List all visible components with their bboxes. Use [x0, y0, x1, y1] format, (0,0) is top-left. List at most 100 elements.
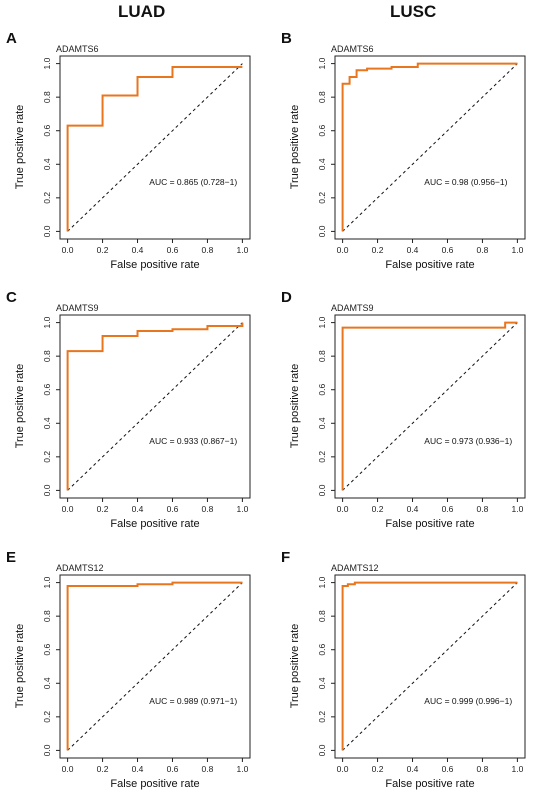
auc-annotation: AUC = 0.98 (0.956−1) — [424, 176, 508, 187]
y-tick-label: 0.0 — [42, 225, 52, 237]
y-axis-label: True positive rate — [14, 623, 26, 708]
x-axis-label: False positive rate — [385, 518, 475, 530]
y-tick-label: 1.0 — [317, 57, 327, 69]
x-tick-label: 0.8 — [477, 245, 489, 255]
y-tick-label: 0.2 — [317, 711, 327, 723]
x-tick-label: 0.0 — [62, 504, 74, 514]
x-axis-label: False positive rate — [385, 259, 475, 271]
roc-panel-c: 0.0 0.2 0.4 0.6 0.8 1.0 0.0 0.2 0.4 0.6 0.8 1.0 C ADA… — [0, 273, 275, 532]
plot-frame — [59, 314, 251, 499]
y-tick-label: 1.0 — [317, 316, 327, 328]
roc-panel-f: 0.0 0.2 0.4 0.6 0.8 1.0 0.0 0.2 0.4 0.6 0.8 1.0 F ADA… — [275, 533, 550, 792]
y-tick-label: 0.8 — [42, 350, 52, 362]
roc-chart-svg: 0.0 0.2 0.4 0.6 0.8 1.0 0.0 0.2 0.4 0.6 0.8 1.0 — [42, 314, 251, 514]
x-tick-label: 0.4 — [407, 504, 419, 514]
x-tick-label: 1.0 — [236, 504, 248, 514]
x-tick-label: 0.0 — [337, 504, 349, 514]
x-tick-label: 0.2 — [372, 764, 384, 774]
y-tick-label: 0.8 — [42, 610, 52, 622]
y-axis-label: True positive rate — [14, 363, 26, 448]
y-axis-label: True positive rate — [289, 363, 301, 448]
gene-title: ADAMTS6 — [331, 44, 374, 54]
auc-annotation: AUC = 0.973 (0.936−1) — [424, 435, 513, 446]
y-tick-label: 0.6 — [317, 384, 327, 396]
y-tick-label: 0.6 — [317, 125, 327, 137]
x-axis-label: False positive rate — [110, 259, 200, 271]
x-tick-label: 0.8 — [477, 504, 489, 514]
y-tick-label: 0.0 — [42, 484, 52, 496]
roc-chart-svg: 0.0 0.2 0.4 0.6 0.8 1.0 0.0 0.2 0.4 0.6 0.8 1.0 — [42, 574, 251, 774]
roc-chart-svg: 0.0 0.2 0.4 0.6 0.8 1.0 0.0 0.2 0.4 0.6 0.8 1.0 — [317, 574, 526, 774]
x-tick-label: 1.0 — [511, 504, 523, 514]
y-tick-label: 0.2 — [42, 711, 52, 723]
auc-annotation: AUC = 0.865 (0.728−1) — [149, 176, 238, 187]
x-tick-label: 0.0 — [337, 764, 349, 774]
y-tick-label: 0.4 — [317, 677, 327, 689]
panel-letter: C — [6, 289, 17, 306]
reference-diagonal — [342, 322, 518, 491]
gene-title: ADAMTS9 — [56, 303, 99, 313]
roc-curve — [66, 581, 243, 751]
y-tick-label: 1.0 — [317, 576, 327, 588]
y-tick-label: 0.4 — [317, 158, 327, 170]
x-tick-label: 1.0 — [236, 245, 248, 255]
x-tick-label: 0.8 — [202, 764, 214, 774]
y-tick-label: 0.4 — [42, 158, 52, 170]
auc-annotation: AUC = 0.999 (0.996−1) — [424, 695, 513, 706]
y-tick-label: 0.6 — [42, 125, 52, 137]
y-tick-label: 0.2 — [317, 192, 327, 204]
x-tick-label: 0.6 — [167, 245, 179, 255]
reference-diagonal — [67, 322, 243, 491]
x-tick-label: 0.2 — [97, 504, 109, 514]
y-tick-label: 0.2 — [42, 192, 52, 204]
x-tick-label: 0.4 — [407, 245, 419, 255]
x-tick-label: 0.0 — [337, 245, 349, 255]
gene-title: ADAMTS12 — [56, 563, 104, 573]
y-tick-label: 0.2 — [42, 451, 52, 463]
column-title-lusc: LUSC — [390, 2, 437, 21]
roc-curve — [66, 322, 244, 491]
reference-diagonal — [342, 582, 518, 751]
roc-curve — [66, 65, 243, 232]
y-axis-label: True positive rate — [289, 623, 301, 708]
x-axis-label: False positive rate — [110, 518, 200, 530]
y-tick-label: 0.4 — [42, 677, 52, 689]
y-tick-label: 0.4 — [42, 417, 52, 429]
column-title-luad: LUAD — [118, 2, 166, 21]
y-axis-label: True positive rate — [14, 104, 26, 189]
y-tick-label: 0.8 — [317, 91, 327, 103]
roc-curve — [341, 62, 518, 232]
y-tick-label: 0.8 — [317, 350, 327, 362]
x-tick-label: 0.8 — [202, 504, 214, 514]
y-tick-label: 0.0 — [317, 484, 327, 496]
roc-panel-d: 0.0 0.2 0.4 0.6 0.8 1.0 0.0 0.2 0.4 0.6 0.8 1.0 D ADA… — [275, 273, 550, 532]
x-tick-label: 0.2 — [97, 245, 109, 255]
x-tick-label: 0.6 — [167, 504, 179, 514]
y-tick-label: 0.8 — [317, 610, 327, 622]
x-axis-label: False positive rate — [110, 778, 200, 790]
x-tick-label: 0.6 — [167, 764, 179, 774]
x-tick-label: 0.4 — [407, 764, 419, 774]
x-tick-label: 0.0 — [62, 764, 74, 774]
y-tick-label: 0.0 — [317, 744, 327, 756]
y-tick-label: 1.0 — [42, 576, 52, 588]
x-tick-label: 0.2 — [372, 504, 384, 514]
plot-frame — [334, 314, 526, 499]
x-tick-label: 1.0 — [236, 764, 248, 774]
x-tick-label: 0.2 — [97, 764, 109, 774]
y-tick-label: 0.0 — [317, 225, 327, 237]
y-tick-label: 0.2 — [317, 451, 327, 463]
auc-annotation: AUC = 0.933 (0.867−1) — [149, 435, 238, 446]
x-tick-label: 0.4 — [132, 764, 144, 774]
y-tick-label: 0.6 — [42, 384, 52, 396]
roc-chart-svg: 0.0 0.2 0.4 0.6 0.8 1.0 0.0 0.2 0.4 0.6 0.8 1.0 — [317, 314, 526, 514]
x-tick-label: 1.0 — [511, 245, 523, 255]
roc-chart-svg: 0.0 0.2 0.4 0.6 0.8 1.0 0.0 0.2 0.4 0.6 0.8 1.0 — [42, 55, 251, 255]
gene-title: ADAMTS12 — [331, 563, 379, 573]
plot-frame — [59, 574, 251, 759]
panel-letter: D — [281, 289, 292, 306]
plot-frame — [334, 55, 526, 240]
reference-diagonal — [67, 582, 243, 751]
plot-frame — [59, 55, 251, 240]
panel-letter: B — [281, 30, 292, 47]
